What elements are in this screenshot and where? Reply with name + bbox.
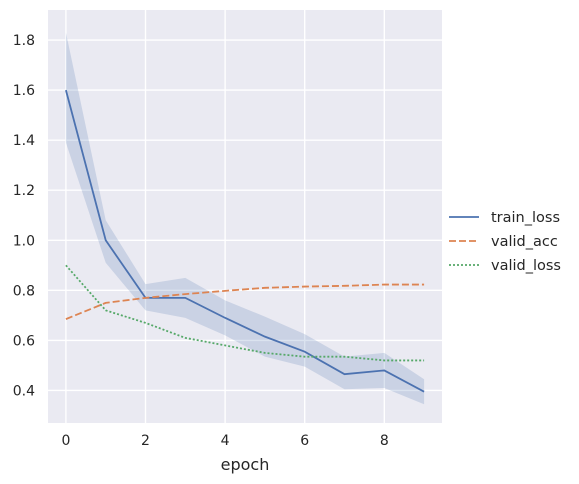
y-tick-label: 1.6	[13, 83, 35, 99]
legend: train_loss valid_acc valid_loss	[449, 210, 561, 274]
x-axis-ticks: 0 2 4 6 8	[61, 433, 388, 449]
x-axis-label: epoch	[221, 455, 270, 474]
y-tick-label: 0.8	[13, 283, 35, 299]
x-tick-label: 4	[221, 433, 230, 449]
y-tick-label: 0.4	[13, 383, 35, 399]
valid_acc-line	[65, 283, 425, 320]
y-tick-label: 1.0	[13, 233, 35, 249]
y-tick-label: 1.2	[13, 183, 35, 199]
y-tick-label: 1.4	[13, 133, 35, 149]
legend-label-valid_acc: valid_acc	[491, 234, 558, 250]
legend-label-train_loss: train_loss	[491, 210, 560, 226]
plot-background	[48, 10, 442, 423]
x-tick-label: 2	[141, 433, 150, 449]
y-axis-ticks: 0.4 0.6 0.8 1.0 1.2 1.4 1.6 1.8	[13, 33, 35, 399]
y-tick-label: 1.8	[13, 33, 35, 49]
series-lines	[65, 89, 425, 393]
grid-lines	[48, 10, 442, 423]
x-tick-label: 6	[300, 433, 309, 449]
valid_loss-line	[65, 264, 425, 362]
legend-label-valid_loss: valid_loss	[491, 258, 561, 274]
confidence-bands	[65, 32, 425, 405]
train_loss-band	[65, 32, 425, 405]
train_loss-line	[65, 89, 425, 393]
x-tick-label: 8	[380, 433, 389, 449]
x-tick-label: 0	[61, 433, 70, 449]
y-tick-label: 0.6	[13, 333, 35, 349]
